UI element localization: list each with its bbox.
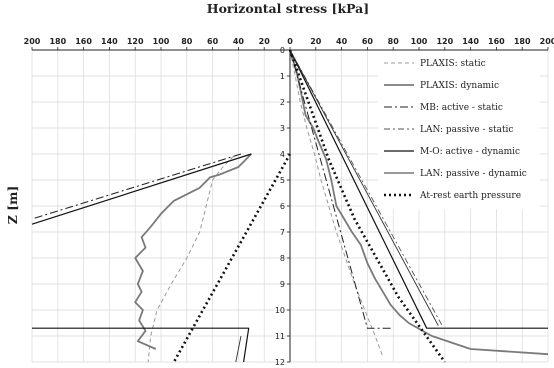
x-tick-label: 60 — [362, 37, 374, 46]
series-line-1 — [134, 153, 252, 350]
x-tick-label: 160 — [488, 37, 505, 46]
y-tick-label: 10 — [275, 306, 285, 315]
x-tick-label: 40 — [336, 37, 348, 46]
x-tick-label: 200 — [24, 37, 41, 46]
y-tick-label: 2 — [280, 98, 285, 107]
y-tick-label: 4 — [280, 150, 285, 159]
series-line-2 — [289, 49, 394, 329]
x-tick-label: 20 — [310, 37, 322, 46]
legend-label: M-O: active - dynamic — [420, 147, 520, 157]
legend-background — [378, 51, 540, 209]
series-line-4 — [32, 327, 250, 363]
x-tick-label: 60 — [207, 37, 219, 46]
series-line-0 — [147, 156, 234, 363]
y-tick-label: 3 — [280, 124, 285, 133]
x-tick-label: 120 — [127, 37, 144, 46]
series-line-5 — [235, 335, 242, 363]
y-tick-label: 9 — [280, 280, 285, 289]
legend-label: PLAXIS: static — [420, 59, 486, 69]
series-line-4 — [289, 49, 548, 329]
series-line-6 — [288, 49, 446, 363]
x-tick-label: 180 — [514, 37, 531, 46]
x-tick-label: 20 — [259, 37, 271, 46]
legend-label: LAN: passive - static — [420, 125, 513, 135]
series-line-2 — [31, 153, 242, 220]
legend-label: PLAXIS: dynamic — [420, 81, 499, 91]
x-tick-label: 140 — [462, 37, 479, 46]
x-tick-label: 140 — [101, 37, 118, 46]
x-tick-label: 0 — [287, 37, 293, 46]
y-axis-label: Z [m] — [5, 186, 20, 225]
x-tick-label: 80 — [388, 37, 400, 46]
series-line-3 — [289, 49, 443, 326]
series-line-4 — [31, 153, 252, 225]
y-tick-label: 5 — [280, 176, 285, 185]
y-tick-label: 8 — [280, 254, 285, 263]
x-tick-label: 180 — [49, 37, 66, 46]
y-tick-label: 1 — [280, 72, 285, 81]
y-tick-label: 12 — [275, 358, 285, 367]
x-tick-label: 80 — [181, 37, 193, 46]
y-tick-label: 6 — [280, 202, 285, 211]
legend-label: MB: active - static — [420, 103, 503, 113]
legend-label: LAN: passive - dynamic — [420, 169, 527, 179]
x-tick-label: 100 — [411, 37, 428, 46]
x-tick-label: 40 — [233, 37, 245, 46]
x-tick-label: 100 — [153, 37, 170, 46]
series-line-5 — [289, 49, 439, 326]
legend-label: At-rest earth pressure — [419, 191, 521, 201]
y-tick-label: 11 — [275, 332, 285, 341]
y-tick-label: 0 — [280, 46, 285, 55]
chart-title: Horizontal stress [kPa] — [207, 1, 369, 16]
axes: 200 180 160 140 120 100 80 60 40 20 0 20 40 60 80 100 12… — [24, 37, 554, 367]
x-tick-label: 200 — [540, 37, 554, 46]
series-line-1 — [289, 49, 549, 356]
x-tick-label: 160 — [75, 37, 92, 46]
y-tick-label: 7 — [280, 228, 285, 237]
x-tick-label: 120 — [436, 37, 453, 46]
legend: PLAXIS: static PLAXIS: dynamic MB: active … — [378, 51, 540, 209]
series-layer — [31, 49, 549, 363]
